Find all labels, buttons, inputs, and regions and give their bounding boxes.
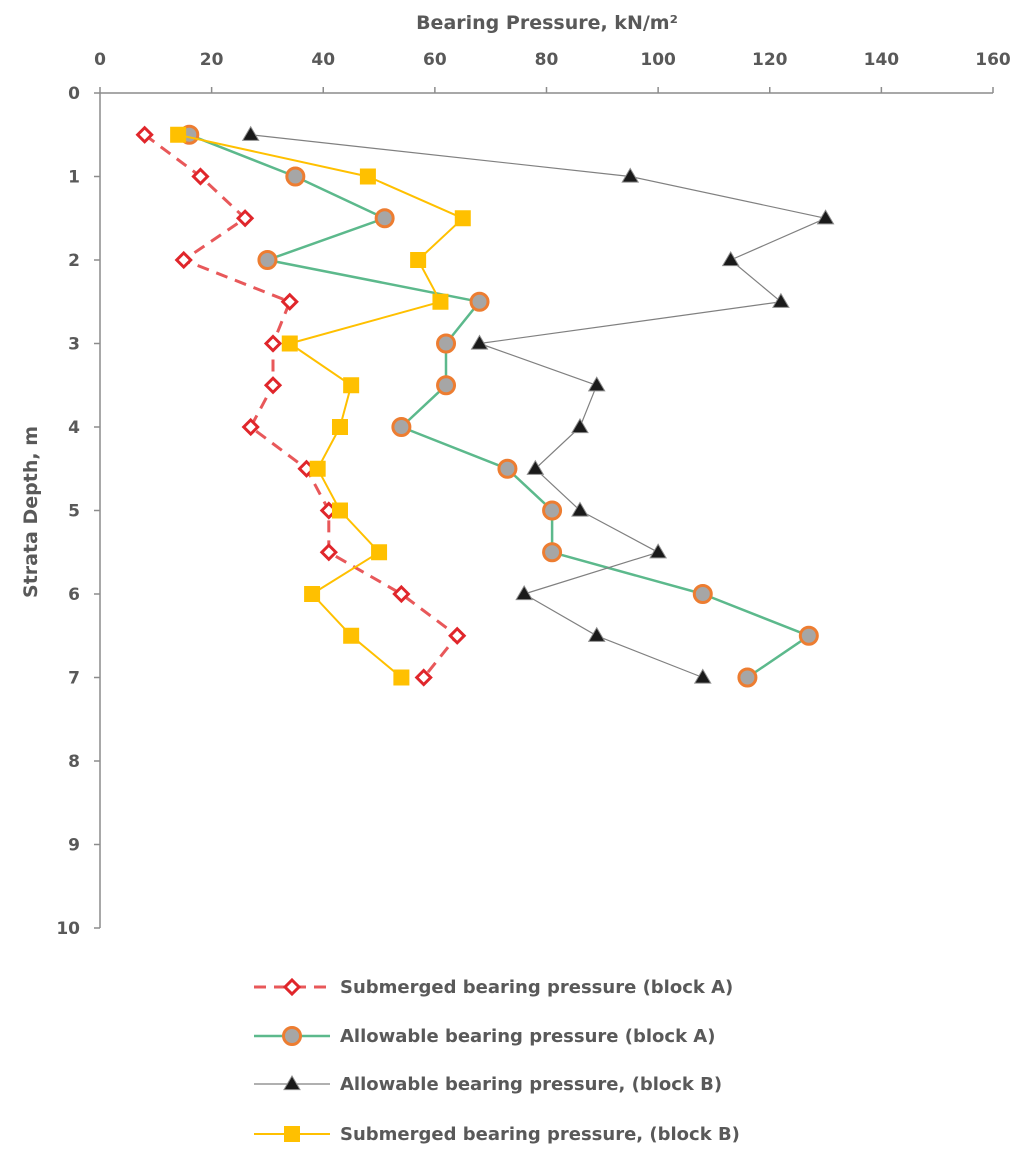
data-point-marker bbox=[392, 584, 411, 604]
data-point-marker bbox=[174, 250, 193, 270]
data-point-marker bbox=[280, 292, 299, 311]
y-axis-title: Strata Depth, m bbox=[20, 426, 42, 598]
data-point-marker bbox=[542, 500, 563, 521]
series-layer bbox=[135, 124, 835, 688]
data-point-marker bbox=[470, 334, 489, 350]
data-point-marker bbox=[263, 376, 283, 395]
series-3 bbox=[170, 126, 471, 686]
data-point-marker bbox=[571, 501, 589, 517]
data-point-marker bbox=[542, 542, 563, 563]
data-point-marker bbox=[285, 166, 306, 187]
series-2 bbox=[241, 125, 835, 684]
x-tick-label: 140 bbox=[864, 50, 900, 70]
y-tick-label: 6 bbox=[68, 585, 80, 605]
y-tick-label: 1 bbox=[68, 168, 80, 188]
data-point-marker bbox=[391, 417, 412, 437]
data-point-marker bbox=[515, 585, 534, 601]
y-tick-label: 0 bbox=[68, 84, 80, 104]
legend-label: Allowable bearing pressure, (block B) bbox=[340, 1074, 722, 1095]
data-point-marker bbox=[263, 334, 283, 353]
data-point-marker bbox=[469, 291, 490, 312]
data-point-marker bbox=[309, 460, 326, 477]
data-point-marker bbox=[283, 1075, 301, 1091]
data-point-marker bbox=[432, 293, 449, 310]
series-line bbox=[250, 134, 827, 679]
data-point-marker bbox=[692, 584, 713, 604]
data-point-marker bbox=[436, 333, 457, 354]
series-line bbox=[143, 133, 459, 679]
x-tick-label: 60 bbox=[423, 50, 447, 70]
data-point-marker bbox=[436, 375, 457, 396]
x-tick-label: 20 bbox=[200, 50, 224, 70]
y-tick-label: 7 bbox=[68, 669, 80, 689]
data-point-marker bbox=[571, 418, 589, 434]
data-point-marker bbox=[284, 1126, 300, 1142]
data-point-marker bbox=[621, 167, 640, 183]
legend-item-1: Allowable bearing pressure (block A) bbox=[254, 1026, 715, 1047]
data-point-marker bbox=[497, 458, 518, 479]
data-point-marker bbox=[331, 502, 348, 519]
y-tick-label: 9 bbox=[68, 836, 80, 856]
data-point-marker bbox=[374, 208, 395, 229]
legend-label: Allowable bearing pressure (block A) bbox=[340, 1026, 715, 1047]
data-point-marker bbox=[241, 417, 260, 437]
data-point-marker bbox=[170, 126, 187, 143]
y-tick-label: 5 bbox=[68, 502, 80, 522]
legend-item-3: Submerged bearing pressure, (block B) bbox=[254, 1124, 740, 1145]
data-point-marker bbox=[737, 667, 758, 688]
y-tick-label: 10 bbox=[56, 919, 80, 939]
data-point-marker bbox=[798, 625, 819, 646]
y-tick-label: 4 bbox=[68, 418, 80, 438]
data-point-marker bbox=[257, 250, 278, 270]
series-0 bbox=[135, 125, 467, 687]
legend-item-0: Submerged bearing pressure (block A) bbox=[254, 977, 733, 998]
data-point-marker bbox=[343, 627, 360, 644]
data-point-marker bbox=[331, 419, 348, 435]
data-point-marker bbox=[359, 168, 376, 185]
series-line bbox=[177, 133, 464, 679]
x-tick-label: 0 bbox=[94, 50, 106, 70]
series-1 bbox=[179, 124, 819, 688]
data-point-marker bbox=[772, 292, 790, 308]
data-point-marker bbox=[343, 377, 360, 394]
data-point-marker bbox=[454, 210, 471, 227]
data-point-marker bbox=[721, 251, 740, 267]
data-point-marker bbox=[371, 544, 388, 561]
x-tick-label: 40 bbox=[311, 50, 335, 70]
data-point-marker bbox=[587, 626, 606, 642]
data-point-marker bbox=[235, 209, 255, 228]
series-line bbox=[188, 133, 811, 679]
data-point-marker bbox=[587, 376, 606, 392]
x-tick-label: 160 bbox=[975, 50, 1011, 70]
data-point-marker bbox=[526, 459, 545, 475]
data-point-marker bbox=[649, 543, 667, 559]
x-tick-label: 120 bbox=[752, 50, 788, 70]
data-point-marker bbox=[135, 125, 154, 144]
x-axis-title: Bearing Pressure, kN/m² bbox=[416, 12, 678, 34]
data-point-marker bbox=[304, 586, 321, 602]
y-tick-label: 8 bbox=[68, 752, 80, 772]
x-tick-label: 100 bbox=[640, 50, 676, 70]
data-point-marker bbox=[282, 977, 302, 997]
x-tick-label: 80 bbox=[535, 50, 559, 70]
data-point-marker bbox=[448, 626, 467, 645]
data-point-marker bbox=[282, 1026, 302, 1046]
legend-item-2: Allowable bearing pressure, (block B) bbox=[254, 1074, 722, 1095]
y-tick-label: 3 bbox=[68, 335, 80, 355]
y-tick-label: 2 bbox=[68, 251, 80, 271]
data-point-marker bbox=[693, 668, 712, 684]
data-point-marker bbox=[393, 669, 410, 686]
data-point-marker bbox=[410, 252, 427, 268]
legend-label: Submerged bearing pressure (block A) bbox=[340, 977, 733, 998]
data-point-marker bbox=[816, 209, 835, 225]
legend-label: Submerged bearing pressure, (block B) bbox=[340, 1124, 740, 1145]
data-point-marker bbox=[319, 543, 338, 562]
axes: 0 20 40 60 80 100 120 140 160 0 1 2 3 4 5 6 7 8 9 10 bbox=[56, 50, 1011, 939]
data-point-marker bbox=[414, 668, 433, 687]
legend: Submerged bearing pressure (block A) Allo… bbox=[254, 977, 740, 1145]
data-point-marker bbox=[191, 167, 210, 186]
data-point-marker bbox=[281, 335, 298, 352]
data-point-marker bbox=[241, 125, 260, 141]
